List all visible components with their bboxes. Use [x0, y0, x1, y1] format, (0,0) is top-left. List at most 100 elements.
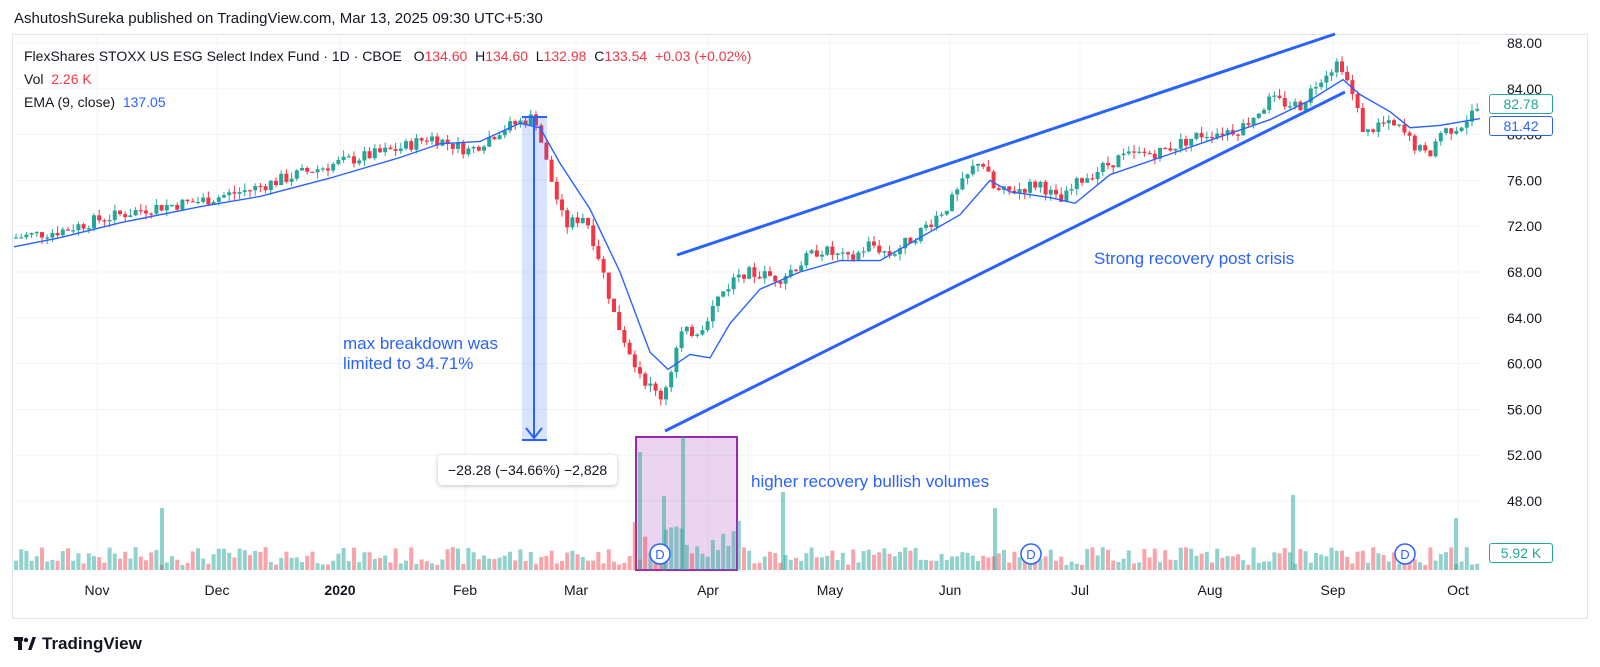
- volume-bar: [268, 561, 273, 570]
- candle-body: [648, 383, 653, 386]
- volume-bar: [393, 548, 398, 570]
- grid-lines: [12, 36, 1480, 570]
- volume-legend[interactable]: Vol 2.26 K: [24, 71, 92, 87]
- volume-bar: [1236, 554, 1240, 570]
- volume-bar: [378, 557, 382, 570]
- volume-bar: [1137, 562, 1142, 570]
- breakdown-note[interactable]: max breakdown was limited to 34.71%: [343, 334, 498, 374]
- volume-bar: [1282, 547, 1287, 570]
- volume-bar: [1272, 552, 1277, 570]
- volume-bar: [1080, 564, 1084, 570]
- candle-body: [1137, 151, 1142, 153]
- volume-bar: [1291, 495, 1295, 570]
- candle-body: [1126, 151, 1131, 154]
- volume-bar: [643, 536, 648, 570]
- high-value: 134.60: [485, 48, 529, 64]
- volume-bar: [320, 564, 325, 570]
- candle-body: [1355, 94, 1360, 108]
- volume-bar: [513, 560, 518, 570]
- candle-body: [1418, 145, 1422, 151]
- candle-body: [1272, 95, 1277, 97]
- candle-body: [1464, 121, 1469, 128]
- volume-bar: [1366, 562, 1370, 570]
- symbol-legend[interactable]: FlexShares STOXX US ESG Select Index Fun…: [24, 48, 751, 64]
- ema-legend[interactable]: EMA (9, close) 137.05: [24, 94, 166, 110]
- candle-body: [544, 142, 549, 160]
- brand-name: TradingView: [42, 634, 142, 653]
- volume-bar: [1444, 552, 1448, 570]
- candle-body: [554, 181, 559, 200]
- volume-bar: [638, 452, 642, 570]
- volume-bar: [55, 560, 60, 570]
- candle-body: [705, 321, 710, 331]
- volume-bar: [154, 550, 159, 570]
- candle-body: [456, 142, 460, 149]
- candle-body: [1080, 178, 1084, 183]
- volume-bar: [1303, 551, 1308, 570]
- volume-bar: [279, 557, 284, 570]
- dividend-marker: D: [1394, 543, 1416, 565]
- candle-body: [357, 160, 362, 164]
- tradingview-footer[interactable]: TradingView: [14, 634, 142, 654]
- volume-bar: [1225, 555, 1230, 570]
- volume-bar: [346, 561, 351, 570]
- volume-bar: [1043, 556, 1048, 570]
- candle-body: [591, 225, 596, 247]
- candle-body: [825, 246, 830, 255]
- candle-body: [320, 168, 325, 170]
- candle-body: [1371, 129, 1376, 132]
- candle-body: [606, 272, 611, 299]
- candle-body: [461, 142, 466, 155]
- candle-body: [185, 199, 190, 202]
- volume-bar: [310, 551, 315, 570]
- candle-body: [1142, 151, 1147, 153]
- chart-frame: [12, 34, 1588, 619]
- volume-bar: [960, 552, 965, 570]
- volume-bar: [112, 553, 117, 570]
- volume-bar: [622, 562, 627, 570]
- volume-bar: [632, 522, 637, 570]
- candle-body: [128, 215, 133, 218]
- candle-body: [1334, 61, 1339, 73]
- volume-note[interactable]: higher recovery bullish volumes: [751, 472, 990, 491]
- candle-body: [1282, 97, 1287, 107]
- candle-body: [1423, 145, 1428, 151]
- volume-bar: [1324, 556, 1329, 570]
- candle-body: [695, 334, 700, 336]
- candle-body: [539, 125, 544, 143]
- volume-bar: [799, 560, 804, 570]
- volume-bar: [560, 560, 564, 570]
- candle-body: [227, 192, 232, 196]
- volume-bar: [1048, 549, 1053, 570]
- candle-body: [440, 139, 445, 146]
- ema-label: EMA (9, close): [24, 94, 116, 110]
- symbol-title[interactable]: FlexShares STOXX US ESG Select Index Fun…: [24, 48, 402, 64]
- volume-bar: [1007, 562, 1012, 570]
- candle-body: [144, 210, 148, 214]
- candle-body: [898, 248, 902, 255]
- candle-body: [653, 383, 658, 391]
- open-label: O: [413, 48, 425, 64]
- candle-body: [674, 347, 679, 373]
- candle-body: [1470, 110, 1474, 122]
- volume-bar: [29, 560, 34, 570]
- volume-bar: [237, 548, 242, 570]
- candle-body: [1022, 189, 1027, 193]
- volume-bar: [617, 564, 622, 570]
- candle-body: [378, 148, 382, 153]
- candle-body: [1152, 153, 1157, 159]
- volume-bar: [138, 556, 143, 570]
- volume-bar: [133, 547, 138, 570]
- candle-body: [175, 204, 180, 210]
- breakdown-arrow-head: [525, 427, 543, 440]
- candle-body: [710, 305, 715, 322]
- candle-body: [903, 237, 908, 249]
- volume-bar: [1298, 549, 1303, 570]
- y-tick-label: 52.00: [1507, 447, 1542, 463]
- candle-body: [222, 195, 226, 198]
- candle-body: [866, 241, 871, 252]
- publisher-line: AshutoshSureka published on TradingView.…: [14, 10, 543, 27]
- volume-bar: [149, 552, 154, 570]
- recovery-note[interactable]: Strong recovery post crisis: [1094, 249, 1295, 268]
